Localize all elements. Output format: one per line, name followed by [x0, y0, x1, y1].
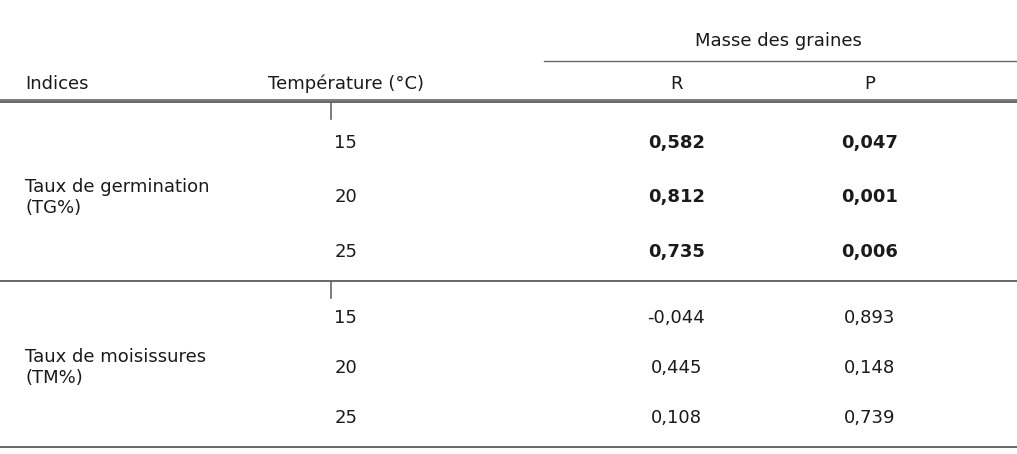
- Text: Taux de germination
(TG%): Taux de germination (TG%): [25, 178, 210, 217]
- Text: 0,047: 0,047: [841, 134, 898, 152]
- Text: Masse des graines: Masse des graines: [695, 32, 861, 50]
- Text: 0,445: 0,445: [651, 359, 702, 377]
- Text: 0,812: 0,812: [648, 188, 705, 207]
- Text: 0,108: 0,108: [651, 409, 702, 427]
- Text: 0,148: 0,148: [844, 359, 895, 377]
- Text: 0,582: 0,582: [648, 134, 705, 152]
- Text: Température (°C): Température (°C): [267, 75, 424, 93]
- Text: R: R: [670, 75, 682, 93]
- Text: 0,735: 0,735: [648, 243, 705, 261]
- Text: 0,006: 0,006: [841, 243, 898, 261]
- Text: 25: 25: [335, 409, 357, 427]
- Text: 15: 15: [335, 134, 357, 152]
- Text: 15: 15: [335, 309, 357, 327]
- Text: 20: 20: [335, 359, 357, 377]
- Text: P: P: [864, 75, 875, 93]
- Text: -0,044: -0,044: [648, 309, 705, 327]
- Text: 0,739: 0,739: [844, 409, 895, 427]
- Text: 25: 25: [335, 243, 357, 261]
- Text: 20: 20: [335, 188, 357, 207]
- Text: 0,001: 0,001: [841, 188, 898, 207]
- Text: 0,893: 0,893: [844, 309, 895, 327]
- Text: Indices: Indices: [25, 75, 88, 93]
- Text: Taux de moisissures
(TM%): Taux de moisissures (TM%): [25, 348, 206, 387]
